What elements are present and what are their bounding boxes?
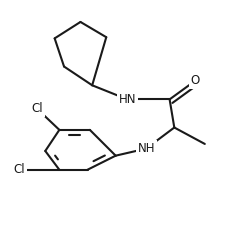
Text: HN: HN [119, 93, 136, 106]
Text: NH: NH [137, 142, 155, 155]
Text: Cl: Cl [31, 102, 43, 115]
Text: O: O [191, 74, 200, 87]
Text: Cl: Cl [14, 163, 25, 176]
